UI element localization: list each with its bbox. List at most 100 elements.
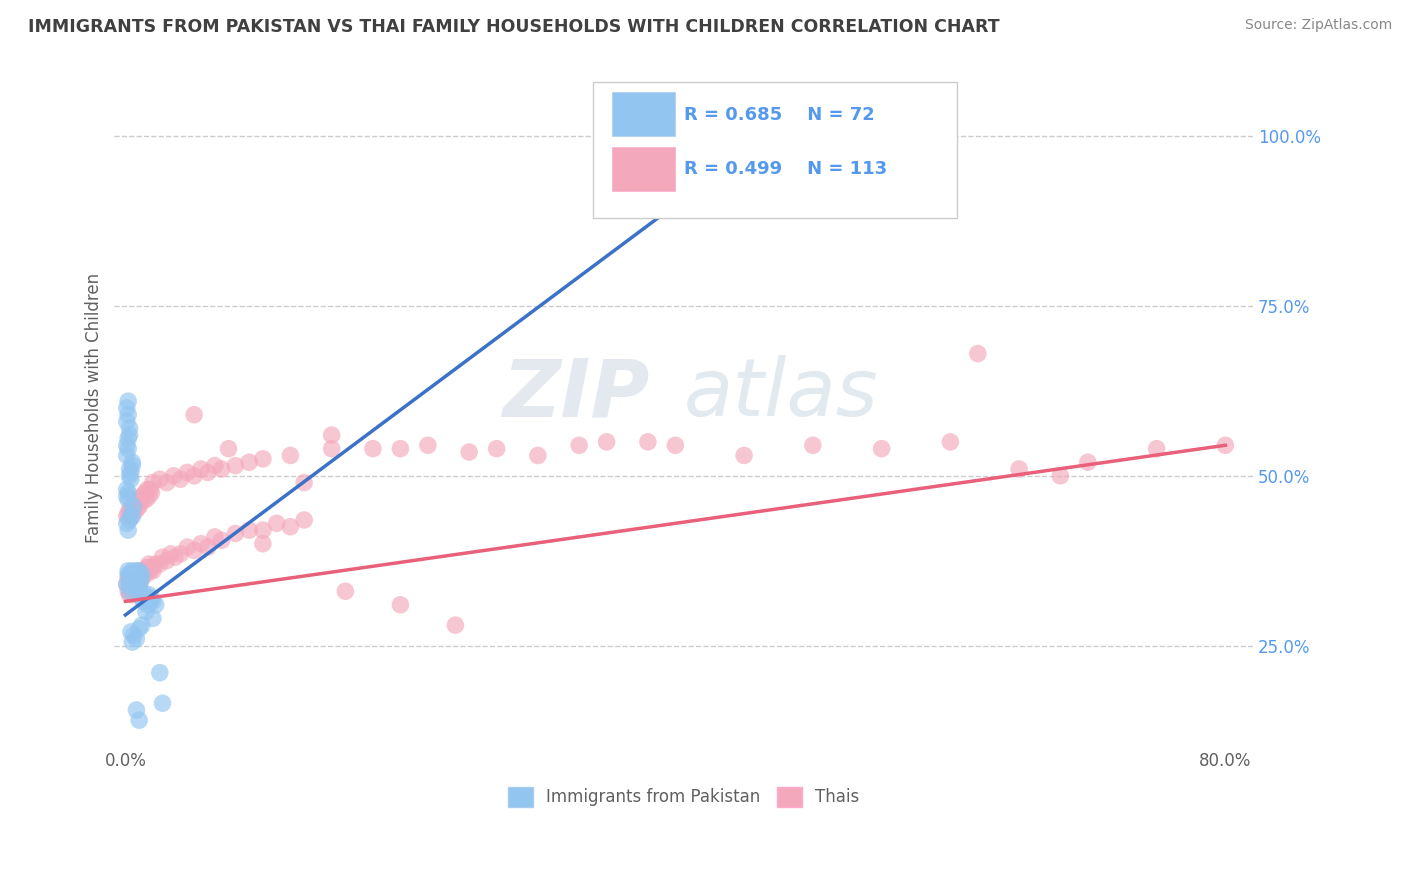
Text: Source: ZipAtlas.com: Source: ZipAtlas.com [1244,18,1392,32]
Point [361,442,384,456]
Point [801,438,824,452]
Point [121,571,143,585]
Point [134,564,156,578]
Point [1146,442,1168,456]
Point [1049,468,1071,483]
Point [117,567,139,582]
Point [129,571,152,585]
Point [135,567,157,582]
Point [485,442,508,456]
Point [1008,462,1031,476]
Point [118,421,141,435]
Point [125,571,148,585]
Point [966,346,988,360]
Point [132,492,155,507]
Point [152,550,174,565]
Point [117,408,139,422]
Point [118,574,141,588]
Point [136,598,159,612]
Point [117,492,139,507]
Point [127,581,149,595]
Point [125,577,148,591]
Point [138,557,160,571]
Point [204,530,226,544]
Point [115,449,138,463]
Point [131,489,153,503]
Point [444,618,467,632]
Point [121,564,143,578]
Point [129,574,152,588]
Point [122,506,145,520]
Point [117,485,139,500]
Point [125,564,148,578]
Point [118,577,141,591]
Point [197,540,219,554]
Point [118,468,141,483]
Point [118,584,141,599]
Point [204,458,226,473]
Point [176,466,198,480]
Point [115,483,138,497]
Point [266,516,288,531]
Point [122,500,145,514]
Point [135,492,157,507]
Point [131,567,153,582]
Point [136,483,159,497]
Point [118,571,141,585]
Point [141,485,163,500]
Point [1077,455,1099,469]
Point [128,577,150,591]
Point [124,496,146,510]
Point [870,442,893,456]
Point [118,428,141,442]
Point [127,574,149,588]
Point [128,564,150,578]
Point [120,509,142,524]
Text: IMMIGRANTS FROM PAKISTAN VS THAI FAMILY HOUSEHOLDS WITH CHILDREN CORRELATION CHA: IMMIGRANTS FROM PAKISTAN VS THAI FAMILY … [28,18,1000,36]
Point [121,458,143,473]
Legend: Immigrants from Pakistan, Thais: Immigrants from Pakistan, Thais [501,780,866,814]
Point [321,428,343,442]
Point [122,628,145,642]
Point [733,449,755,463]
Point [183,408,205,422]
Point [156,554,179,568]
Point [117,506,139,520]
Point [211,462,233,476]
Point [117,394,139,409]
Point [120,577,142,591]
Point [292,513,315,527]
Point [595,434,617,449]
Point [117,432,139,446]
Point [138,588,160,602]
FancyBboxPatch shape [592,82,957,218]
Point [115,577,138,591]
Point [149,557,172,571]
Point [149,472,172,486]
Point [121,500,143,514]
Point [183,468,205,483]
Point [389,598,412,612]
Point [224,458,246,473]
Point [238,523,260,537]
Point [131,618,153,632]
Point [125,632,148,646]
Point [117,584,139,599]
Point [139,564,162,578]
Point [117,571,139,585]
Point [120,472,142,486]
Point [139,594,162,608]
Point [128,571,150,585]
Point [156,475,179,490]
FancyBboxPatch shape [612,146,675,191]
Point [115,516,138,531]
Point [135,605,157,619]
Point [141,560,163,574]
Point [176,540,198,554]
Point [136,560,159,574]
Point [121,574,143,588]
Point [211,533,233,548]
Text: R = 0.685    N = 72: R = 0.685 N = 72 [683,106,875,124]
Point [115,577,138,591]
Point [121,581,143,595]
